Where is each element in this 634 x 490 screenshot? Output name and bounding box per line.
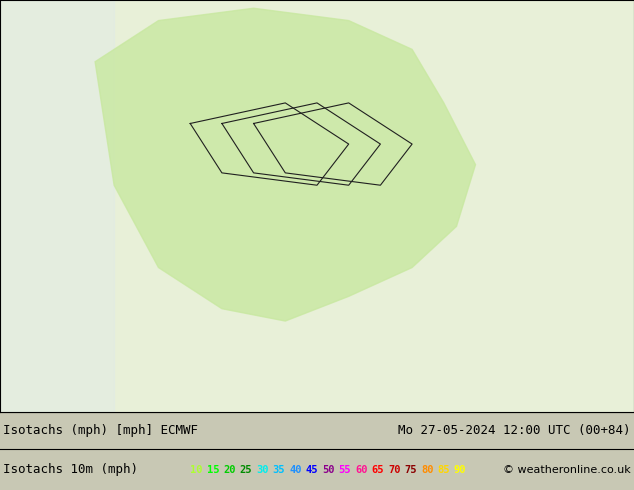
Text: 45: 45	[306, 465, 318, 475]
Text: Mo 27-05-2024 12:00 UTC (00+84): Mo 27-05-2024 12:00 UTC (00+84)	[398, 424, 631, 437]
Text: 70: 70	[388, 465, 401, 475]
Text: 60: 60	[355, 465, 368, 475]
Text: 80: 80	[421, 465, 434, 475]
Text: 10: 10	[190, 465, 203, 475]
Text: 65: 65	[372, 465, 384, 475]
Text: 75: 75	[404, 465, 417, 475]
Text: 25: 25	[240, 465, 252, 475]
Polygon shape	[95, 8, 476, 321]
Text: Isotachs (mph) [mph] ECMWF: Isotachs (mph) [mph] ECMWF	[3, 424, 198, 437]
Text: 35: 35	[273, 465, 285, 475]
Text: 15: 15	[207, 465, 219, 475]
Text: 90: 90	[454, 465, 467, 475]
Text: 85: 85	[437, 465, 450, 475]
Text: 50: 50	[322, 465, 335, 475]
Text: 55: 55	[339, 465, 351, 475]
Text: © weatheronline.co.uk: © weatheronline.co.uk	[503, 465, 631, 475]
Text: 40: 40	[289, 465, 302, 475]
Text: 30: 30	[256, 465, 269, 475]
Text: Isotachs 10m (mph): Isotachs 10m (mph)	[3, 463, 138, 476]
Text: 20: 20	[223, 465, 236, 475]
